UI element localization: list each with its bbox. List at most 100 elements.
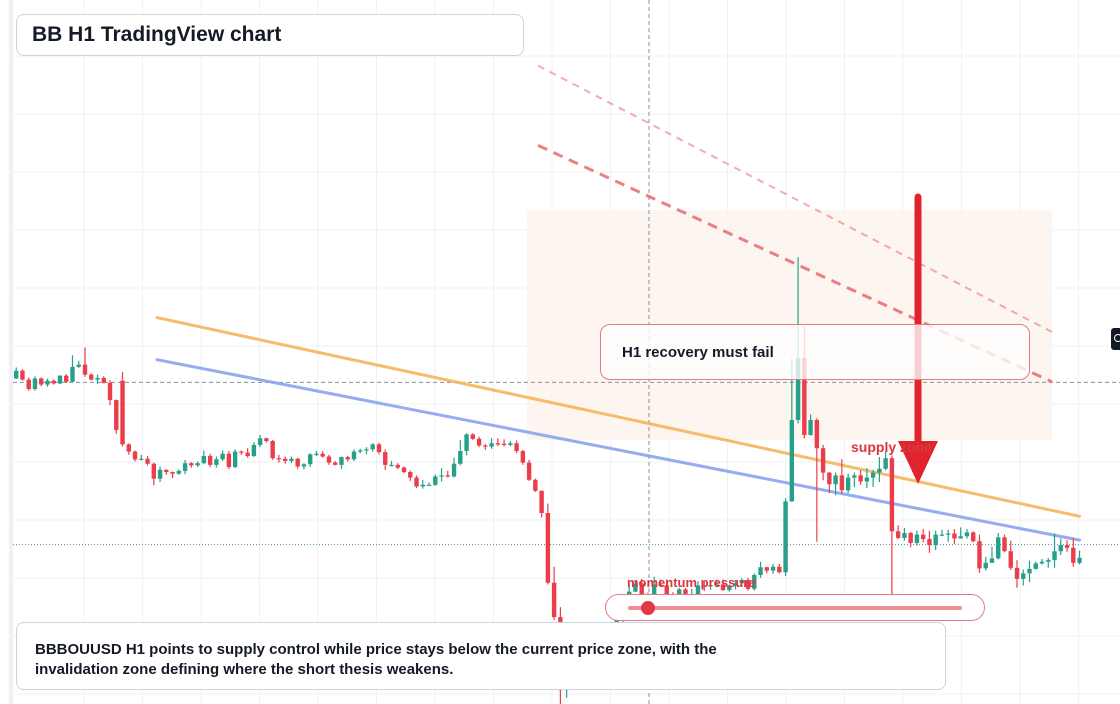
candle: [239, 450, 244, 455]
candle: [95, 374, 100, 385]
analysis-note-text: BBBOUUSD H1 points to supply control whi…: [35, 641, 717, 678]
candle: [201, 450, 207, 465]
candle: [545, 503, 551, 585]
candle: [939, 529, 945, 537]
candle: [383, 449, 388, 470]
candle: [64, 374, 69, 383]
candle: [1058, 538, 1063, 556]
candle: [408, 470, 413, 481]
candle: [927, 530, 932, 553]
candle: [708, 581, 713, 590]
pane-border: [9, 0, 13, 704]
candle: [370, 443, 375, 452]
candle: [495, 438, 501, 447]
candle: [170, 471, 175, 479]
candle: [820, 444, 826, 481]
candle: [1077, 550, 1082, 565]
momentum-track: [628, 606, 962, 610]
candle: [51, 379, 56, 385]
candle: [289, 456, 294, 464]
candle: [908, 531, 913, 548]
candle: [870, 469, 876, 487]
candle: [920, 529, 926, 543]
candle: [426, 482, 432, 486]
candle: [983, 556, 988, 571]
candle: [70, 355, 75, 383]
clock-icon[interactable]: [1111, 328, 1120, 350]
candle: [483, 443, 488, 450]
candle: [264, 437, 269, 443]
candle: [207, 453, 213, 468]
candle: [952, 529, 957, 545]
candle: [26, 377, 31, 391]
candle: [389, 460, 394, 467]
candle: [508, 441, 513, 447]
candle: [57, 375, 63, 385]
candle: [733, 579, 738, 590]
candle: [958, 527, 963, 539]
candle: [839, 459, 845, 494]
candle: [1064, 540, 1070, 552]
candle: [45, 378, 50, 387]
candle: [326, 454, 332, 465]
candle: [883, 451, 888, 471]
momentum-knob[interactable]: [641, 601, 656, 615]
candle: [245, 448, 250, 458]
candle: [376, 442, 382, 455]
candle: [758, 561, 763, 578]
candle: [520, 449, 526, 465]
candle: [295, 457, 300, 469]
candle: [858, 470, 863, 485]
candle: [476, 436, 482, 448]
resistance-line-upper: [537, 64, 1053, 333]
candle: [257, 434, 263, 448]
candle: [420, 479, 425, 489]
candle: [176, 469, 182, 475]
candle: [739, 578, 744, 587]
candle: [977, 534, 982, 573]
momentum-label: momentum pressure: [627, 575, 756, 590]
candle: [1046, 557, 1051, 568]
chart-title-box: BB H1 TradingView chart: [16, 14, 524, 56]
candle: [489, 438, 494, 449]
candle: [214, 456, 219, 468]
candle: [764, 566, 769, 574]
candle: [189, 462, 194, 468]
candle: [814, 418, 820, 542]
candle: [182, 459, 188, 475]
candle: [827, 472, 832, 494]
candle: [226, 451, 232, 470]
candle: [82, 347, 88, 377]
candle: [101, 376, 106, 384]
candle: [833, 472, 838, 496]
candle: [933, 530, 938, 551]
candle: [902, 527, 907, 541]
candle: [1014, 560, 1020, 588]
candle: [551, 566, 557, 620]
candle: [76, 360, 81, 368]
candle: [232, 449, 238, 469]
candle: [714, 579, 719, 588]
candle: [282, 456, 288, 464]
candle: [358, 448, 363, 454]
candle: [314, 451, 319, 456]
candle: [164, 469, 169, 475]
candle: [439, 468, 444, 482]
candle: [889, 455, 895, 609]
candle: [364, 447, 369, 455]
candle: [845, 473, 851, 494]
candle: [307, 453, 313, 468]
candle: [151, 462, 157, 486]
candle: [514, 440, 519, 454]
momentum-slider[interactable]: [605, 594, 985, 621]
analysis-note: BBBOUUSD H1 points to supply control whi…: [16, 622, 946, 690]
candle: [745, 577, 751, 591]
candle: [414, 475, 419, 489]
candle: [720, 579, 726, 592]
candle: [526, 459, 532, 481]
candle: [864, 468, 870, 489]
candle: [451, 457, 457, 478]
candle: [964, 529, 970, 539]
candle: [301, 463, 307, 470]
